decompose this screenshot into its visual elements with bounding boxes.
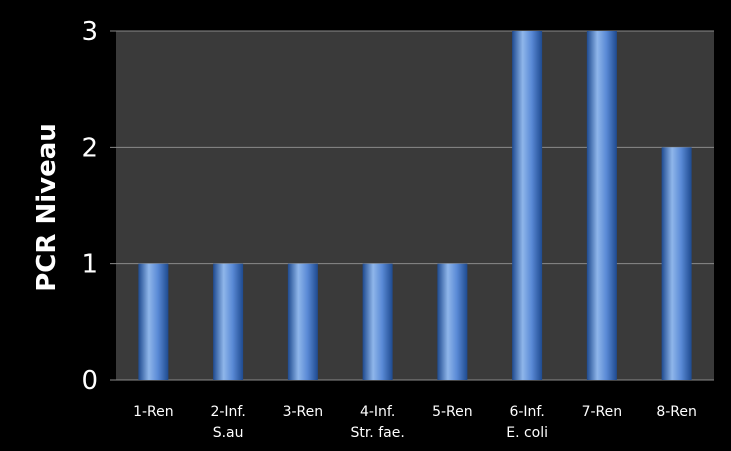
- bar: [138, 263, 169, 380]
- x-tick-label: 7-Ren: [582, 404, 623, 420]
- bar: [586, 31, 617, 380]
- plot-area: [116, 31, 714, 380]
- y-tick-label: 1: [81, 250, 98, 280]
- bars: [138, 31, 692, 380]
- bar: [287, 263, 318, 380]
- y-tick-label: 0: [81, 366, 98, 396]
- bar: [512, 31, 543, 380]
- bar: [661, 147, 692, 380]
- x-tick-label: 2-Inf. S.au: [210, 404, 245, 441]
- x-tick-label: 4-Inf. Str. fae.: [350, 404, 404, 441]
- y-tick-labels: 0 1 2 3: [81, 17, 98, 396]
- x-tick-label: 1-Ren: [133, 404, 174, 420]
- x-tick-labels: 1-Ren 2-Inf. S.au 3-Ren 4-Inf. Str. fae. 5-Ren…: [133, 404, 697, 441]
- x-tick-label: 3-Ren: [283, 404, 324, 420]
- y-tick-label: 3: [81, 17, 98, 47]
- bar: [213, 263, 244, 380]
- y-axis-title: PCR Niveau: [32, 123, 62, 292]
- bar: [437, 263, 468, 380]
- x-tick-label: 6-Inf. E. coli: [506, 404, 548, 441]
- x-tick-label: 5-Ren: [432, 404, 473, 420]
- bar: [362, 263, 393, 380]
- x-tick-label: 8-Ren: [656, 404, 697, 420]
- y-tick-label: 2: [81, 133, 98, 163]
